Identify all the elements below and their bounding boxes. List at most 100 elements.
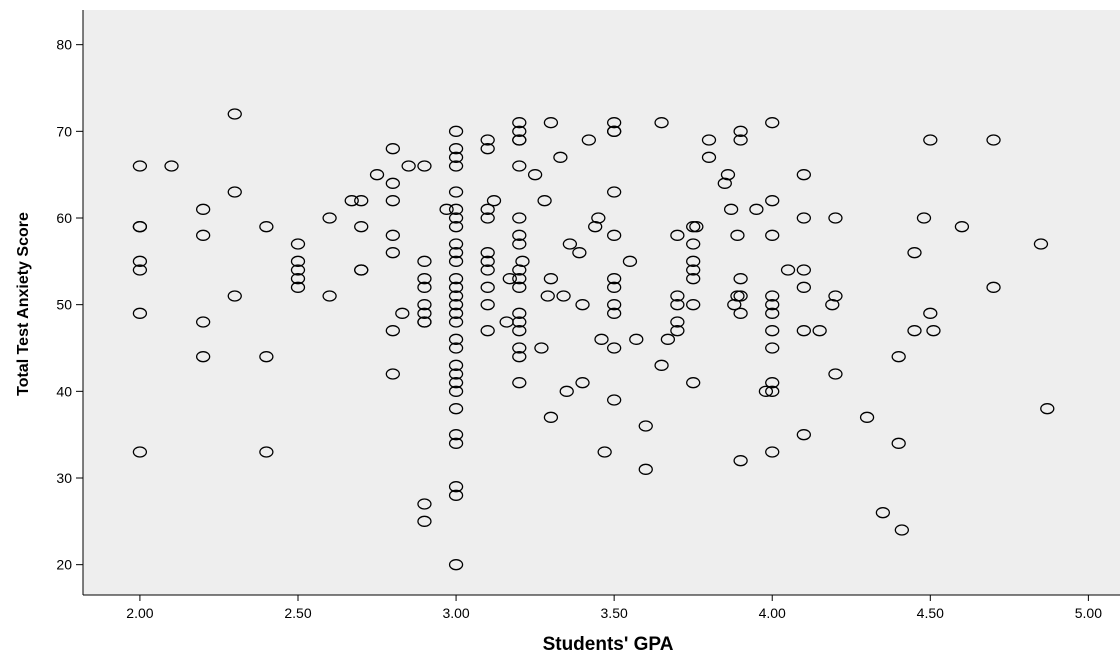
y-tick-label: 50 xyxy=(56,297,72,313)
data-point xyxy=(448,385,464,397)
data-point xyxy=(765,299,780,311)
data-point xyxy=(448,160,464,172)
x-tick-label: 3.00 xyxy=(442,605,469,621)
data-point xyxy=(227,290,242,302)
data-point xyxy=(448,212,464,224)
data-point xyxy=(417,255,432,267)
data-point xyxy=(480,255,495,267)
data-point xyxy=(512,281,527,293)
data-point xyxy=(556,290,571,302)
data-point xyxy=(448,368,464,380)
data-point xyxy=(417,498,432,510)
data-point xyxy=(670,290,685,302)
data-point xyxy=(796,325,811,337)
data-point xyxy=(417,316,432,328)
data-point xyxy=(480,247,495,259)
data-point xyxy=(448,273,464,285)
data-point xyxy=(572,247,587,259)
data-point xyxy=(480,264,495,276)
data-point xyxy=(859,411,875,423)
data-point xyxy=(448,437,464,449)
data-point xyxy=(923,307,938,319)
data-point xyxy=(132,446,148,458)
data-point xyxy=(417,160,432,172)
data-point xyxy=(828,368,843,380)
data-point xyxy=(606,117,622,129)
data-point xyxy=(689,221,704,233)
data-point xyxy=(686,238,701,250)
y-tick-label: 20 xyxy=(56,557,72,573)
data-point xyxy=(606,342,622,354)
data-point xyxy=(730,229,745,241)
x-tick-label: 5.00 xyxy=(1075,605,1102,621)
data-point xyxy=(290,264,306,276)
data-point xyxy=(385,195,400,207)
data-point xyxy=(796,281,811,293)
data-point xyxy=(480,134,495,146)
data-point xyxy=(828,212,843,224)
data-point xyxy=(417,307,432,319)
data-point xyxy=(765,377,780,389)
data-point xyxy=(594,333,609,345)
data-point xyxy=(606,186,622,198)
data-point xyxy=(448,186,464,198)
data-point xyxy=(480,325,495,337)
data-point xyxy=(733,455,748,467)
data-point xyxy=(448,307,464,319)
data-point xyxy=(512,229,527,241)
data-point xyxy=(780,264,796,276)
data-point xyxy=(259,221,274,233)
data-point xyxy=(132,264,148,276)
data-point xyxy=(322,290,337,302)
data-point xyxy=(448,203,464,215)
data-point xyxy=(543,273,559,285)
data-point xyxy=(512,117,527,129)
data-point xyxy=(812,325,827,337)
data-point xyxy=(537,195,552,207)
data-point xyxy=(448,359,464,371)
data-point xyxy=(322,212,337,224)
data-point xyxy=(354,195,369,207)
data-point xyxy=(132,307,148,319)
data-point xyxy=(259,446,274,458)
data-point xyxy=(686,264,701,276)
data-point xyxy=(660,333,676,345)
data-point xyxy=(448,489,464,501)
data-point xyxy=(606,307,622,319)
data-point xyxy=(534,342,549,354)
data-point xyxy=(385,229,400,241)
y-tick-label: 60 xyxy=(56,210,72,226)
data-point xyxy=(686,299,701,311)
data-point xyxy=(385,247,400,259)
data-point xyxy=(720,169,736,181)
data-point xyxy=(597,446,612,458)
data-point xyxy=(195,203,211,215)
data-point xyxy=(290,281,306,293)
data-point xyxy=(290,238,306,250)
data-point xyxy=(733,125,748,137)
data-point xyxy=(385,143,400,155)
data-point xyxy=(686,255,701,267)
data-point xyxy=(385,325,400,337)
data-point xyxy=(395,307,410,319)
data-point xyxy=(796,212,811,224)
data-point xyxy=(512,307,527,319)
y-tick-label: 30 xyxy=(56,470,72,486)
data-point xyxy=(439,203,454,215)
data-point xyxy=(733,273,748,285)
x-tick-label: 2.50 xyxy=(284,605,311,621)
data-point xyxy=(512,342,527,354)
data-point xyxy=(448,143,464,155)
data-point xyxy=(512,351,527,363)
data-point xyxy=(559,385,574,397)
data-point xyxy=(369,169,385,181)
data-point xyxy=(195,316,211,328)
data-point xyxy=(354,264,369,276)
data-point xyxy=(227,108,242,120)
data-point xyxy=(1033,238,1049,250)
data-point xyxy=(733,134,748,146)
data-point xyxy=(480,212,495,224)
data-point xyxy=(701,134,717,146)
data-point xyxy=(448,221,464,233)
x-tick-label: 3.50 xyxy=(601,605,628,621)
